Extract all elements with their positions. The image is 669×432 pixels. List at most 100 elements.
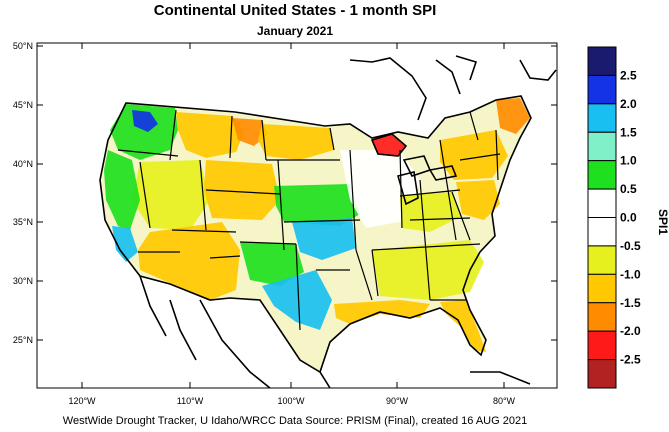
coastline-segment [435, 59, 461, 95]
state-border [295, 243, 301, 331]
spi-region-south-texas-wet [262, 270, 332, 330]
state-border [229, 115, 233, 159]
colorbar-label: 0.5 [620, 182, 637, 196]
state-border [439, 139, 457, 241]
lon-tick-label: 80°W [493, 396, 516, 406]
spi-region-oklahoma-wet [292, 218, 356, 260]
state-borders [117, 109, 501, 331]
lon-tick-label: 110°W [177, 396, 204, 406]
spi-region-maine-dry [496, 98, 530, 134]
colorbar-swatch [587, 302, 617, 332]
coastline-segment [397, 171, 419, 206]
colorbar-swatch [587, 74, 617, 105]
colorbar-swatch [587, 160, 617, 190]
spi-region-great-basin-mixed [132, 160, 210, 230]
state-border [199, 159, 207, 231]
state-border [117, 149, 179, 157]
coastline-segment [519, 59, 557, 81]
state-border [495, 129, 499, 181]
colorbar-swatch [587, 131, 617, 162]
state-border [459, 153, 501, 161]
spi-region-ohio-valley-mixed [400, 192, 462, 232]
state-border [409, 217, 471, 221]
colorbar: 2.5 2.0 1.5 1.0 0.5 0.0 -0.5 -1.0 -1.5 -2.0 -2.5 [587, 46, 641, 389]
data-source-footer: WestWide Drought Tracker, U Idaho/WRCC D… [62, 415, 528, 427]
state-border [283, 219, 361, 223]
latitude-ticks: 50°N 45°N 40°N 35°N 30°N 25°N [13, 41, 557, 345]
state-border [451, 191, 471, 241]
colorbar-label: -0.5 [620, 239, 641, 253]
coastlines [99, 55, 557, 389]
state-border [277, 159, 285, 251]
colorbar-label: 0.0 [620, 211, 637, 225]
lat-tick-label: 25°N [13, 335, 33, 345]
colorbar-label: 2.0 [620, 97, 637, 111]
coastline-segment [199, 299, 271, 389]
spi-region-southern-california-wet [112, 226, 138, 262]
spi-region-north-dakota-dry [258, 124, 334, 160]
lat-tick-label: 45°N [13, 100, 33, 110]
colorbar-label: 1.0 [620, 154, 637, 168]
spi-region-northern-rockies-dry [176, 112, 244, 158]
state-border [139, 161, 151, 229]
map-title: Continental United States - 1 month SPI [153, 2, 437, 19]
state-border [419, 179, 431, 301]
colorbar-label: -1.5 [620, 296, 641, 310]
coastline-segment [99, 95, 532, 374]
spi-region-mid-atlantic-dry [456, 180, 500, 220]
colorbar-swatch [587, 245, 617, 275]
state-border [399, 189, 461, 197]
state-border [209, 255, 241, 259]
lon-tick-label: 100°W [277, 396, 305, 406]
spi-region-florida-dry [440, 300, 486, 352]
coastline-segment [349, 57, 427, 121]
spi-region-northeast-dry [440, 130, 508, 180]
colorbar-swatch [587, 46, 617, 76]
colorbar-title: SPI1 [656, 209, 669, 235]
state-border [371, 243, 481, 251]
lat-tick-label: 50°N [13, 41, 33, 51]
state-border [469, 111, 479, 141]
state-border [371, 249, 379, 297]
coastline-segment [455, 55, 478, 81]
lon-tick-label: 120°W [68, 396, 96, 406]
lat-tick-label: 35°N [13, 217, 33, 227]
lat-tick-label: 30°N [13, 276, 33, 286]
state-border [329, 127, 335, 151]
colorbar-label: -2.0 [620, 324, 641, 338]
colorbar-label: -2.5 [620, 353, 641, 367]
longitude-ticks: 120°W 110°W 100°W 90°W 80°W [68, 43, 516, 406]
coastline-segment [428, 165, 458, 181]
spi-fill-layer [100, 96, 531, 372]
lat-tick-label: 40°N [13, 159, 33, 169]
colorbar-swatch [587, 359, 617, 389]
state-border [349, 149, 357, 251]
state-border [171, 229, 237, 233]
colorbar-swatch [587, 103, 617, 133]
spi-region-texas-panhandle-wet [240, 242, 304, 286]
colorbar-swatch [587, 188, 617, 218]
map-frame [36, 42, 558, 389]
spi-region-kansas-wet [274, 184, 360, 226]
coastline-segment [169, 299, 197, 361]
coastline-segment [319, 371, 331, 389]
map-subtitle: January 2021 [256, 24, 334, 38]
colorbar-label: 1.5 [620, 125, 637, 139]
state-border [239, 241, 297, 245]
state-border [355, 249, 373, 301]
state-border [169, 109, 177, 161]
spi-region-colorado-dry [204, 160, 280, 220]
colorbar-label: 2.5 [620, 68, 637, 82]
lon-tick-label: 90°W [386, 396, 409, 406]
colorbar-label: -1.0 [620, 267, 641, 281]
state-border [261, 119, 267, 161]
colorbar-swatch [587, 330, 617, 361]
state-border [205, 189, 281, 195]
coastline-segment [370, 133, 408, 157]
coastline-segment [139, 275, 167, 337]
spi-region-southwest-dry [138, 222, 240, 300]
spi-region-olympic-wet-spot [132, 110, 158, 132]
colorbar-swatch [587, 217, 617, 247]
colorbar-swatch [587, 273, 617, 304]
